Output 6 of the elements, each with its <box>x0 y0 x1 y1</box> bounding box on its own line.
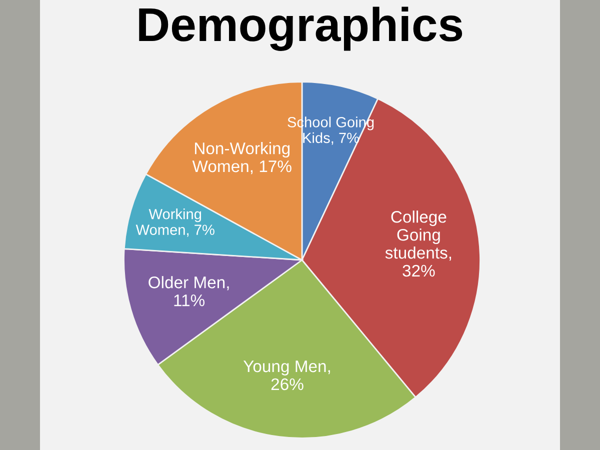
chart-title: Demographics <box>139 6 462 51</box>
slice-label: Older Men, 11% <box>148 276 229 306</box>
slice-label: College Going students, 32% <box>385 210 452 277</box>
slice-label: Working Women, 7% <box>136 208 214 237</box>
slice-label: Young Men, 26% <box>243 360 330 390</box>
slice-label: Non-Working Women, 17% <box>192 142 292 174</box>
